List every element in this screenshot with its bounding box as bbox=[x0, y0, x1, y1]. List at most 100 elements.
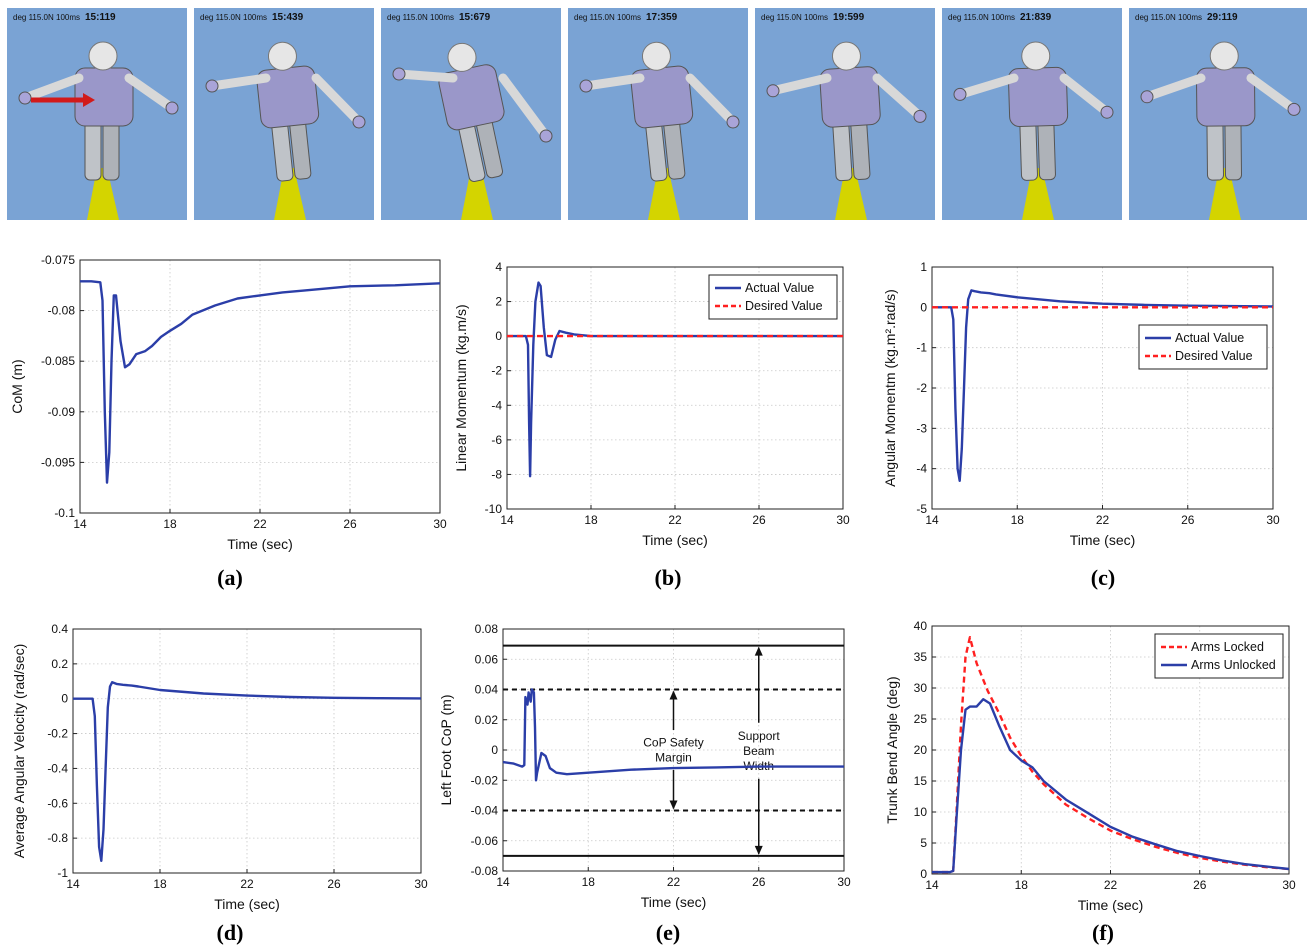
right-arm bbox=[498, 73, 551, 141]
legend-box bbox=[1154, 633, 1284, 679]
y-tick-label: 5 bbox=[920, 836, 927, 850]
left-arm bbox=[1142, 73, 1206, 102]
snapshot-timestamp: 15:119 bbox=[85, 12, 116, 23]
y-tick-label: 0.2 bbox=[51, 657, 68, 671]
annotation-arrowhead bbox=[754, 646, 763, 656]
x-tick-label: 22 bbox=[1096, 513, 1110, 527]
right-hand bbox=[913, 109, 927, 123]
y-tick-label: -1 bbox=[916, 341, 927, 355]
right-hand bbox=[726, 115, 740, 129]
left-hand bbox=[392, 67, 406, 81]
right-hand bbox=[1287, 102, 1301, 116]
snapshot-frame: deg 115.0N 100ms 21:839 bbox=[942, 8, 1122, 220]
panel-label: (a) bbox=[217, 565, 243, 590]
x-tick-label: 30 bbox=[836, 513, 850, 527]
right-arm bbox=[872, 73, 925, 121]
right-arm bbox=[1059, 73, 1112, 117]
right-arm bbox=[1246, 73, 1299, 114]
y-tick-label: -0.09 bbox=[48, 405, 76, 419]
y-tick-label: 0 bbox=[920, 300, 927, 314]
y-axis-title: Average Angular Velocity (rad/sec) bbox=[11, 644, 27, 859]
y-tick-label: -0.4 bbox=[47, 761, 68, 775]
x-tick-label: 22 bbox=[240, 877, 254, 891]
y-tick-label: 40 bbox=[914, 619, 928, 633]
x-tick-label: 18 bbox=[584, 513, 598, 527]
left-hand bbox=[953, 87, 967, 101]
x-axis-title: Time (sec) bbox=[1078, 897, 1144, 913]
y-tick-label: 35 bbox=[914, 650, 928, 664]
y-tick-label: -5 bbox=[916, 502, 927, 516]
x-axis-title: Time (sec) bbox=[1070, 532, 1136, 548]
series-line-actual bbox=[73, 681, 422, 862]
y-tick-label: -0.04 bbox=[471, 804, 499, 818]
y-tick-label: 0.08 bbox=[475, 622, 499, 636]
x-tick-label: 22 bbox=[1104, 878, 1118, 892]
y-tick-label: -4 bbox=[916, 462, 927, 476]
y-tick-label: 0 bbox=[920, 867, 927, 881]
y-tick-label: -1 bbox=[57, 866, 68, 880]
head bbox=[1021, 41, 1051, 71]
snapshot-frame: deg 115.0N 100ms 15:679 bbox=[381, 8, 561, 220]
series-line-actual bbox=[932, 289, 1274, 482]
x-tick-label: 22 bbox=[667, 875, 681, 889]
y-tick-label: 0.4 bbox=[51, 622, 68, 636]
head bbox=[641, 41, 671, 71]
x-axis-title: Time (sec) bbox=[641, 894, 707, 910]
y-tick-label: 4 bbox=[495, 260, 502, 274]
x-tick-label: 14 bbox=[925, 878, 939, 892]
annotation-text: Margin bbox=[655, 751, 692, 765]
right-hand bbox=[352, 115, 366, 129]
y-tick-label: -0.02 bbox=[471, 773, 499, 787]
snapshot-frame: deg 115.0N 100ms 17:359 bbox=[568, 8, 748, 220]
x-tick-label: 30 bbox=[1282, 878, 1296, 892]
right-hand bbox=[165, 101, 179, 115]
panel-label: (e) bbox=[656, 920, 680, 945]
snapshot-caption: deg 115.0N 100ms bbox=[948, 13, 1016, 22]
y-tick-label: -0.075 bbox=[41, 253, 75, 267]
series-line-actual bbox=[932, 698, 1290, 874]
snapshot-caption: deg 115.0N 100ms bbox=[1135, 13, 1203, 22]
x-tick-label: 14 bbox=[66, 877, 80, 891]
x-tick-label: 14 bbox=[925, 513, 939, 527]
head bbox=[447, 42, 477, 72]
y-tick-label: -0.2 bbox=[47, 727, 68, 741]
y-tick-label: -0.08 bbox=[48, 304, 76, 318]
legend-box bbox=[708, 274, 838, 320]
snapshot-timestamp: 17:359 bbox=[646, 12, 678, 23]
x-axis-title: Time (sec) bbox=[214, 896, 280, 912]
y-tick-label: 0.06 bbox=[475, 652, 499, 666]
x-tick-label: 18 bbox=[1011, 513, 1025, 527]
x-tick-label: 14 bbox=[500, 513, 514, 527]
y-axis-title: Trunk Bend Angle (deg) bbox=[884, 676, 900, 823]
left-arm bbox=[20, 73, 84, 103]
snapshot-timestamp: 15:439 bbox=[272, 12, 304, 23]
y-tick-label: 25 bbox=[914, 712, 928, 726]
y-tick-label: 0.02 bbox=[475, 713, 499, 727]
y-tick-label: -0.06 bbox=[471, 834, 499, 848]
legend-label: Desired Value bbox=[745, 299, 823, 313]
right-hand bbox=[539, 129, 553, 143]
series-line-desired bbox=[932, 636, 1290, 874]
x-axis-title: Time (sec) bbox=[642, 532, 708, 548]
y-tick-label: -0.1 bbox=[54, 506, 75, 520]
left-arm bbox=[955, 73, 1019, 99]
x-tick-label: 30 bbox=[433, 517, 447, 531]
plot-frame bbox=[79, 259, 441, 514]
snapshot-frame: deg 115.0N 100ms 29:119 bbox=[1129, 8, 1307, 220]
head bbox=[831, 41, 861, 71]
x-tick-label: 22 bbox=[668, 513, 682, 527]
y-tick-label: 0 bbox=[495, 329, 502, 343]
legend-label: Actual Value bbox=[1175, 331, 1244, 345]
legend-box bbox=[1138, 324, 1268, 370]
y-tick-label: 20 bbox=[914, 743, 928, 757]
left-arm bbox=[394, 69, 458, 83]
annotation-arrowhead bbox=[754, 845, 763, 855]
panel-label: (b) bbox=[655, 565, 682, 590]
snapshot-timestamp: 21:839 bbox=[1020, 12, 1052, 23]
y-tick-label: -0.8 bbox=[47, 831, 68, 845]
left-hand bbox=[766, 84, 780, 98]
x-tick-label: 26 bbox=[1181, 513, 1195, 527]
y-tick-label: -0.095 bbox=[41, 455, 75, 469]
snapshot-caption: deg 115.0N 100ms bbox=[387, 13, 455, 22]
snapshot-caption: deg 115.0N 100ms bbox=[200, 13, 268, 22]
